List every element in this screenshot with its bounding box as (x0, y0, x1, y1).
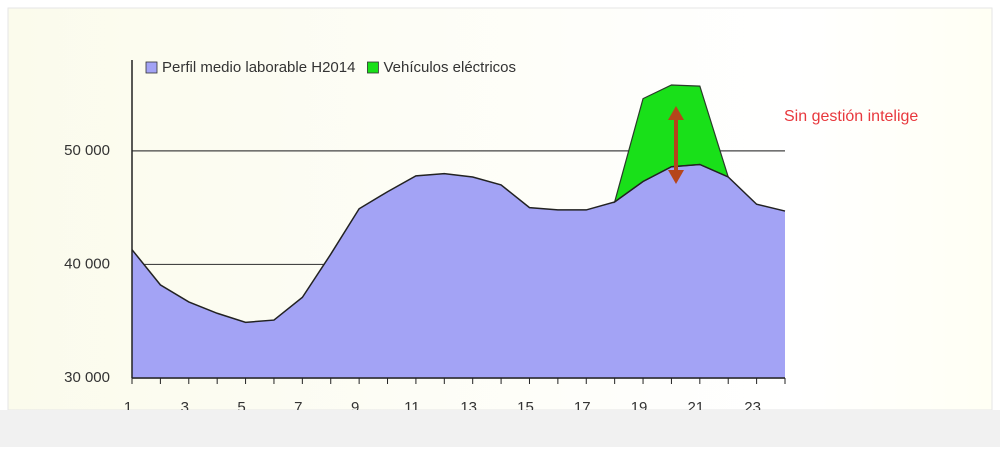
legend-label: Perfil medio laborable H2014 (162, 59, 355, 76)
legend-swatch (145, 61, 158, 74)
x-tick-label: 13 (460, 399, 477, 416)
y-tick-label: 30 000 (64, 369, 110, 386)
x-tick-label: 21 (687, 399, 704, 416)
annotation: Sin gestión intelige (784, 108, 918, 125)
y-tick-label: 50 000 (64, 142, 110, 159)
x-tick-label: 7 (294, 399, 302, 416)
x-tick-label: 9 (351, 399, 359, 416)
arrow-head (668, 106, 684, 120)
x-tick-label: 17 (574, 399, 591, 416)
legend-label: Vehículos eléctricos (383, 59, 516, 76)
area (132, 164, 785, 378)
x-tick-label: 1 (124, 399, 132, 416)
arrow-head (668, 170, 684, 184)
y-tick-label: 40 000 (64, 255, 110, 272)
x-tick-label: 23 (744, 399, 761, 416)
bottom-bar (0, 410, 1000, 447)
x-tick-label: 3 (181, 399, 189, 416)
legend-swatch (367, 61, 379, 74)
x-tick-label: 19 (631, 399, 648, 416)
x-tick-label: 11 (404, 399, 420, 416)
x-tick-label: 15 (517, 399, 534, 416)
x-tick-label: 5 (237, 399, 245, 416)
